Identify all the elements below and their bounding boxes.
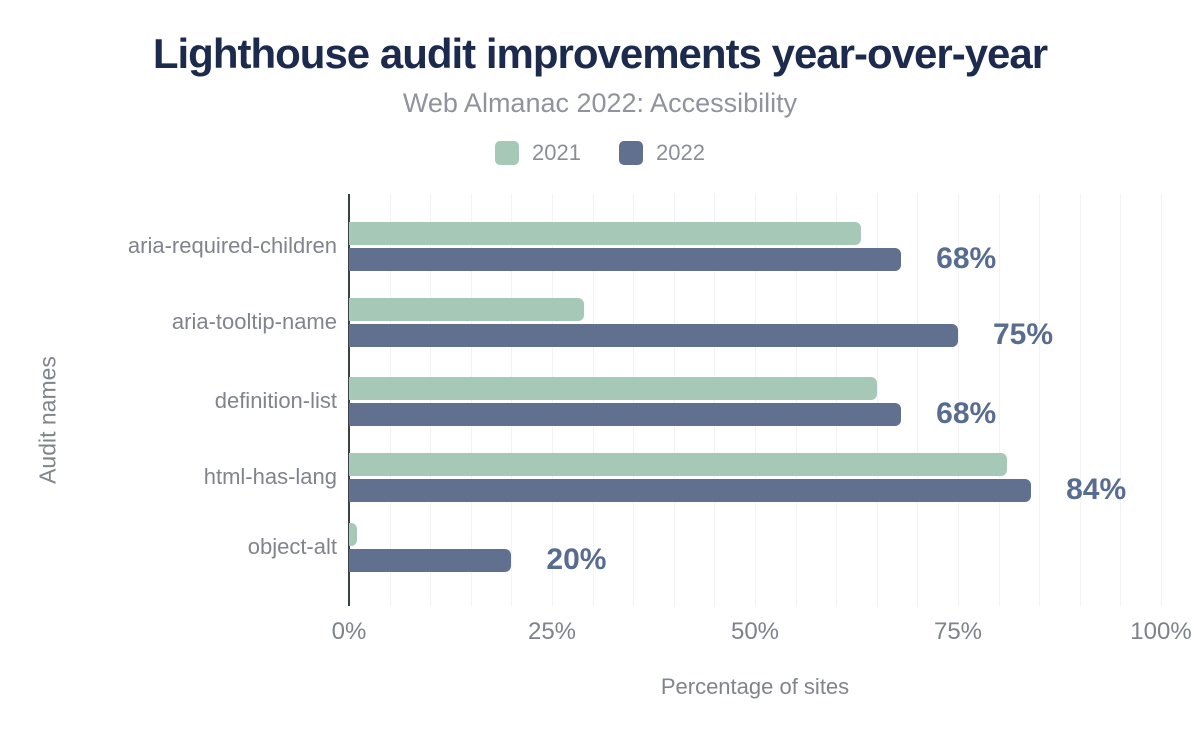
gridline [1079, 194, 1081, 606]
category-label-object-alt: object-alt [247, 534, 337, 559]
bar-2021-html-has-lang [349, 453, 1007, 476]
gridline [470, 194, 472, 606]
gridline [673, 194, 675, 606]
bar-2022-object-alt [349, 549, 512, 572]
x-tick-25: 25% [527, 618, 577, 645]
gridline [592, 194, 594, 606]
bar-2021-definition-list [349, 377, 877, 400]
legend: 2021 2022 [0, 140, 1200, 166]
gridline [998, 194, 1000, 606]
value-label-aria-tooltip-name: 75% [993, 318, 1054, 351]
value-label-html-has-lang: 84% [1066, 473, 1127, 506]
gridline [633, 194, 635, 606]
bar-2021-aria-tooltip-name [349, 298, 585, 321]
gridline [1161, 194, 1162, 606]
bar-2021-aria-required-children [349, 222, 861, 245]
y-axis-title: Audit names [34, 356, 61, 484]
x-tick-0: 0% [331, 618, 367, 645]
value-label-aria-required-children: 68% [936, 242, 997, 275]
gridline [511, 194, 513, 606]
gridline [552, 194, 553, 606]
bar-2022-definition-list [349, 403, 902, 426]
legend-swatch-2022-icon [619, 141, 643, 165]
legend-label-2021: 2021 [532, 140, 581, 165]
gridline [958, 194, 959, 606]
category-label-definition-list: definition-list [214, 388, 337, 413]
x-tick-75: 75% [933, 618, 983, 645]
x-tick-50: 50% [730, 618, 780, 645]
legend-item-2022: 2022 [619, 140, 705, 166]
gridline [389, 194, 391, 606]
value-label-object-alt: 20% [546, 543, 607, 576]
bar-2022-aria-tooltip-name [349, 324, 958, 347]
chart-subtitle: Web Almanac 2022: Accessibility [402, 88, 798, 118]
category-label-aria-required-children: aria-required-children [127, 233, 337, 258]
chart-title: Lighthouse audit improvements year-over-… [152, 30, 1048, 77]
x-axis-title: Percentage of sites [660, 674, 850, 699]
category-label-aria-tooltip-name: aria-tooltip-name [171, 309, 337, 334]
bar-2022-aria-required-children [349, 248, 902, 271]
legend-item-2021: 2021 [495, 140, 581, 166]
y-axis-line [348, 194, 350, 606]
gridline [755, 194, 756, 606]
category-label-html-has-lang: html-has-lang [203, 464, 337, 489]
gridline [1039, 194, 1041, 606]
gridline [917, 194, 919, 606]
bar-2021-object-alt [349, 523, 358, 546]
gridline [795, 194, 797, 606]
legend-label-2022: 2022 [656, 140, 705, 165]
value-label-definition-list: 68% [936, 397, 997, 430]
gridline [714, 194, 716, 606]
gridline [836, 194, 838, 606]
legend-swatch-2021-icon [495, 141, 520, 165]
gridline [1120, 194, 1122, 606]
gridline [876, 194, 878, 606]
x-tick-100: 100% [1130, 618, 1192, 645]
bar-2022-html-has-lang [349, 479, 1032, 502]
gridline [430, 194, 432, 606]
